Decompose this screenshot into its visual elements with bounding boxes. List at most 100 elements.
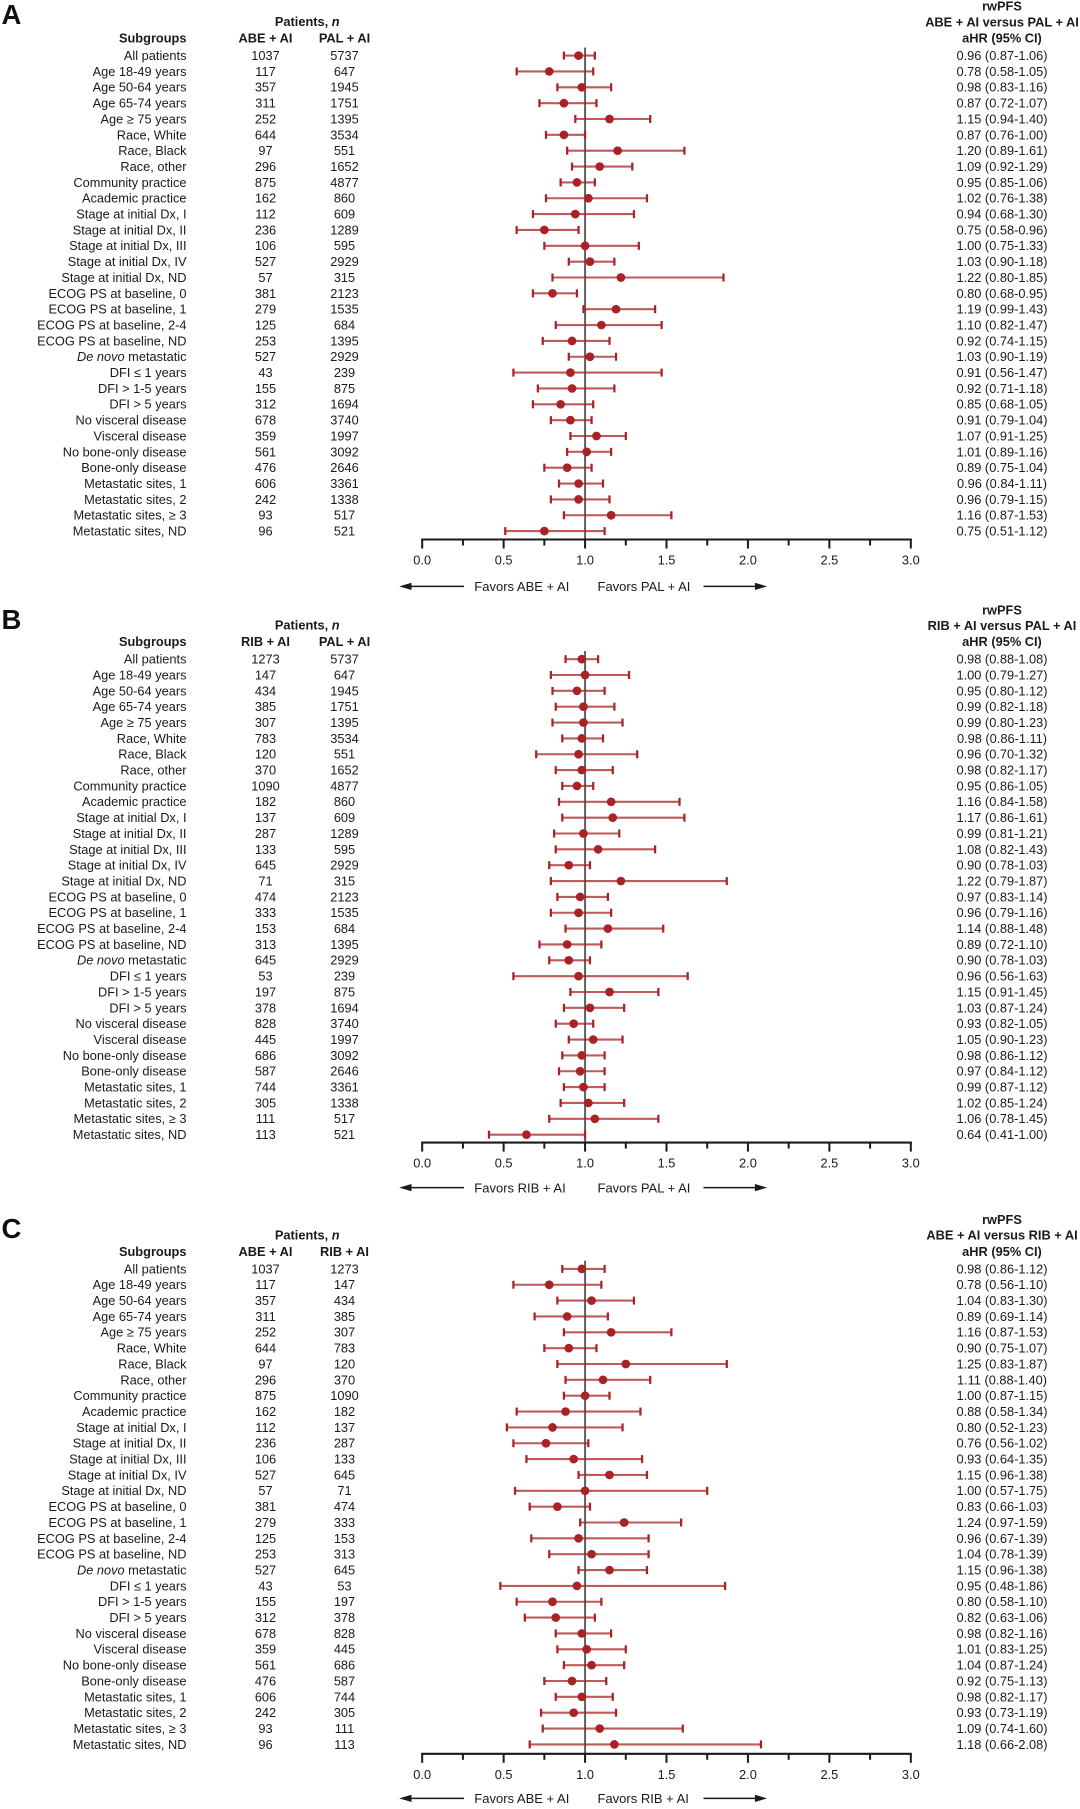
svg-text:117: 117 bbox=[255, 64, 275, 79]
svg-text:0.99 (0.80-1.23): 0.99 (0.80-1.23) bbox=[956, 715, 1047, 730]
svg-text:307: 307 bbox=[255, 715, 276, 730]
svg-text:71: 71 bbox=[258, 873, 272, 888]
svg-text:rwPFS: rwPFS bbox=[982, 1212, 1022, 1227]
svg-text:357: 357 bbox=[255, 1293, 276, 1308]
svg-text:828: 828 bbox=[255, 1016, 276, 1031]
svg-text:182: 182 bbox=[334, 1404, 355, 1419]
svg-text:1.18 (0.66-2.08): 1.18 (0.66-2.08) bbox=[956, 1737, 1047, 1752]
svg-text:1037: 1037 bbox=[251, 48, 279, 63]
svg-text:1.00 (0.87-1.15): 1.00 (0.87-1.15) bbox=[956, 1388, 1047, 1403]
svg-text:1751: 1751 bbox=[330, 96, 358, 111]
svg-text:111: 111 bbox=[256, 1111, 275, 1126]
svg-text:587: 587 bbox=[334, 1673, 355, 1688]
svg-text:357: 357 bbox=[255, 80, 276, 95]
svg-text:112: 112 bbox=[255, 207, 275, 222]
svg-text:0.98 (0.82-1.17): 0.98 (0.82-1.17) bbox=[956, 763, 1047, 778]
svg-text:381: 381 bbox=[255, 1499, 276, 1514]
svg-text:1395: 1395 bbox=[330, 111, 358, 126]
svg-text:1.03 (0.90-1.18): 1.03 (0.90-1.18) bbox=[956, 254, 1047, 269]
svg-text:0.92 (0.75-1.13): 0.92 (0.75-1.13) bbox=[956, 1673, 1047, 1688]
svg-text:93: 93 bbox=[258, 1721, 272, 1736]
svg-text:875: 875 bbox=[334, 984, 355, 999]
svg-text:527: 527 bbox=[255, 254, 276, 269]
svg-text:2123: 2123 bbox=[330, 286, 358, 301]
svg-text:Age 50-64 years: Age 50-64 years bbox=[93, 1293, 187, 1308]
svg-text:0.98 (0.86-1.12): 0.98 (0.86-1.12) bbox=[956, 1261, 1047, 1276]
svg-text:609: 609 bbox=[334, 207, 355, 222]
svg-text:236: 236 bbox=[255, 1436, 276, 1451]
svg-text:All patients: All patients bbox=[124, 652, 187, 667]
svg-text:153: 153 bbox=[334, 1531, 355, 1546]
svg-text:Patients, n: Patients, n bbox=[275, 1227, 340, 1242]
svg-text:97: 97 bbox=[258, 143, 272, 158]
svg-text:1.22 (0.79-1.87): 1.22 (0.79-1.87) bbox=[956, 873, 1047, 888]
svg-text:Subgroups: Subgroups bbox=[119, 1244, 187, 1259]
svg-text:112: 112 bbox=[255, 1420, 275, 1435]
svg-text:Age 50-64 years: Age 50-64 years bbox=[93, 80, 187, 95]
svg-text:253: 253 bbox=[255, 1547, 276, 1562]
svg-text:133: 133 bbox=[255, 842, 276, 857]
svg-text:1.02 (0.85-1.24): 1.02 (0.85-1.24) bbox=[956, 1095, 1047, 1110]
svg-text:147: 147 bbox=[255, 667, 276, 682]
svg-text:2.5: 2.5 bbox=[820, 1156, 838, 1171]
svg-text:0.90 (0.78-1.03): 0.90 (0.78-1.03) bbox=[956, 858, 1047, 873]
svg-text:Community practice: Community practice bbox=[73, 778, 186, 793]
svg-text:378: 378 bbox=[334, 1610, 355, 1625]
svg-text:0.94 (0.68-1.30): 0.94 (0.68-1.30) bbox=[956, 207, 1047, 222]
svg-text:370: 370 bbox=[334, 1372, 355, 1387]
svg-text:Metastatic sites, ≥ 3: Metastatic sites, ≥ 3 bbox=[74, 1111, 187, 1126]
svg-text:2.0: 2.0 bbox=[739, 553, 757, 568]
svg-text:0.96 (0.67-1.39): 0.96 (0.67-1.39) bbox=[956, 1531, 1047, 1546]
svg-text:ECOG PS at baseline, ND: ECOG PS at baseline, ND bbox=[37, 333, 186, 348]
svg-text:0.96 (0.87-1.06): 0.96 (0.87-1.06) bbox=[956, 48, 1047, 63]
svg-text:ABE + AI versus RIB + AI: ABE + AI versus RIB + AI bbox=[926, 1228, 1077, 1243]
svg-text:1751: 1751 bbox=[330, 699, 358, 714]
svg-text:No visceral disease: No visceral disease bbox=[76, 413, 187, 428]
svg-text:1.19 (0.99-1.43): 1.19 (0.99-1.43) bbox=[956, 302, 1047, 317]
svg-text:0.91 (0.79-1.04): 0.91 (0.79-1.04) bbox=[956, 413, 1047, 428]
svg-text:Age 18-49 years: Age 18-49 years bbox=[93, 667, 187, 682]
svg-text:Patients, n: Patients, n bbox=[275, 14, 340, 29]
svg-text:474: 474 bbox=[255, 889, 276, 904]
svg-text:0.87 (0.76-1.00): 0.87 (0.76-1.00) bbox=[956, 127, 1047, 142]
svg-text:Stage at initial Dx, IV: Stage at initial Dx, IV bbox=[68, 1467, 187, 1482]
svg-text:0.85 (0.68-1.05): 0.85 (0.68-1.05) bbox=[956, 397, 1047, 412]
svg-text:106: 106 bbox=[255, 238, 276, 253]
svg-text:1273: 1273 bbox=[251, 652, 279, 667]
svg-text:DFI ≤ 1 years: DFI ≤ 1 years bbox=[110, 969, 187, 984]
svg-text:647: 647 bbox=[334, 667, 355, 682]
svg-text:Race, Black: Race, Black bbox=[118, 1356, 187, 1371]
svg-text:0.96 (0.79-1.15): 0.96 (0.79-1.15) bbox=[956, 492, 1047, 507]
svg-text:96: 96 bbox=[258, 524, 272, 539]
svg-text:860: 860 bbox=[334, 191, 355, 206]
svg-text:ECOG PS at baseline, 2-4: ECOG PS at baseline, 2-4 bbox=[37, 317, 186, 332]
svg-text:3534: 3534 bbox=[330, 731, 358, 746]
svg-text:3.0: 3.0 bbox=[902, 553, 920, 568]
svg-text:1.10 (0.82-1.47): 1.10 (0.82-1.47) bbox=[956, 317, 1047, 332]
svg-text:0.76 (0.56-1.02): 0.76 (0.56-1.02) bbox=[956, 1436, 1047, 1451]
svg-text:381: 381 bbox=[255, 286, 276, 301]
svg-text:Age ≥ 75 years: Age ≥ 75 years bbox=[101, 111, 187, 126]
svg-text:1945: 1945 bbox=[330, 683, 358, 698]
svg-text:517: 517 bbox=[334, 1111, 355, 1126]
svg-text:3.0: 3.0 bbox=[902, 1767, 920, 1782]
svg-text:1338: 1338 bbox=[330, 1095, 358, 1110]
svg-text:Race, White: Race, White bbox=[117, 1341, 187, 1356]
svg-text:Stage at initial Dx, I: Stage at initial Dx, I bbox=[76, 207, 186, 222]
svg-text:279: 279 bbox=[255, 302, 276, 317]
svg-text:1.00 (0.75-1.33): 1.00 (0.75-1.33) bbox=[956, 238, 1047, 253]
svg-text:Race, White: Race, White bbox=[117, 731, 187, 746]
svg-text:645: 645 bbox=[334, 1562, 355, 1577]
svg-text:RIB + AI: RIB + AI bbox=[241, 634, 290, 649]
svg-text:3092: 3092 bbox=[330, 1048, 358, 1063]
svg-text:No visceral disease: No visceral disease bbox=[76, 1626, 187, 1641]
svg-text:Visceral disease: Visceral disease bbox=[94, 428, 187, 443]
svg-text:Bone-only disease: Bone-only disease bbox=[81, 1673, 186, 1688]
svg-text:253: 253 bbox=[255, 333, 276, 348]
svg-text:1.0: 1.0 bbox=[576, 553, 594, 568]
svg-text:120: 120 bbox=[334, 1356, 355, 1371]
svg-text:1.16 (0.87-1.53): 1.16 (0.87-1.53) bbox=[956, 508, 1047, 523]
svg-text:684: 684 bbox=[334, 317, 355, 332]
svg-text:875: 875 bbox=[334, 381, 355, 396]
svg-text:1.22 (0.80-1.85): 1.22 (0.80-1.85) bbox=[956, 270, 1047, 285]
